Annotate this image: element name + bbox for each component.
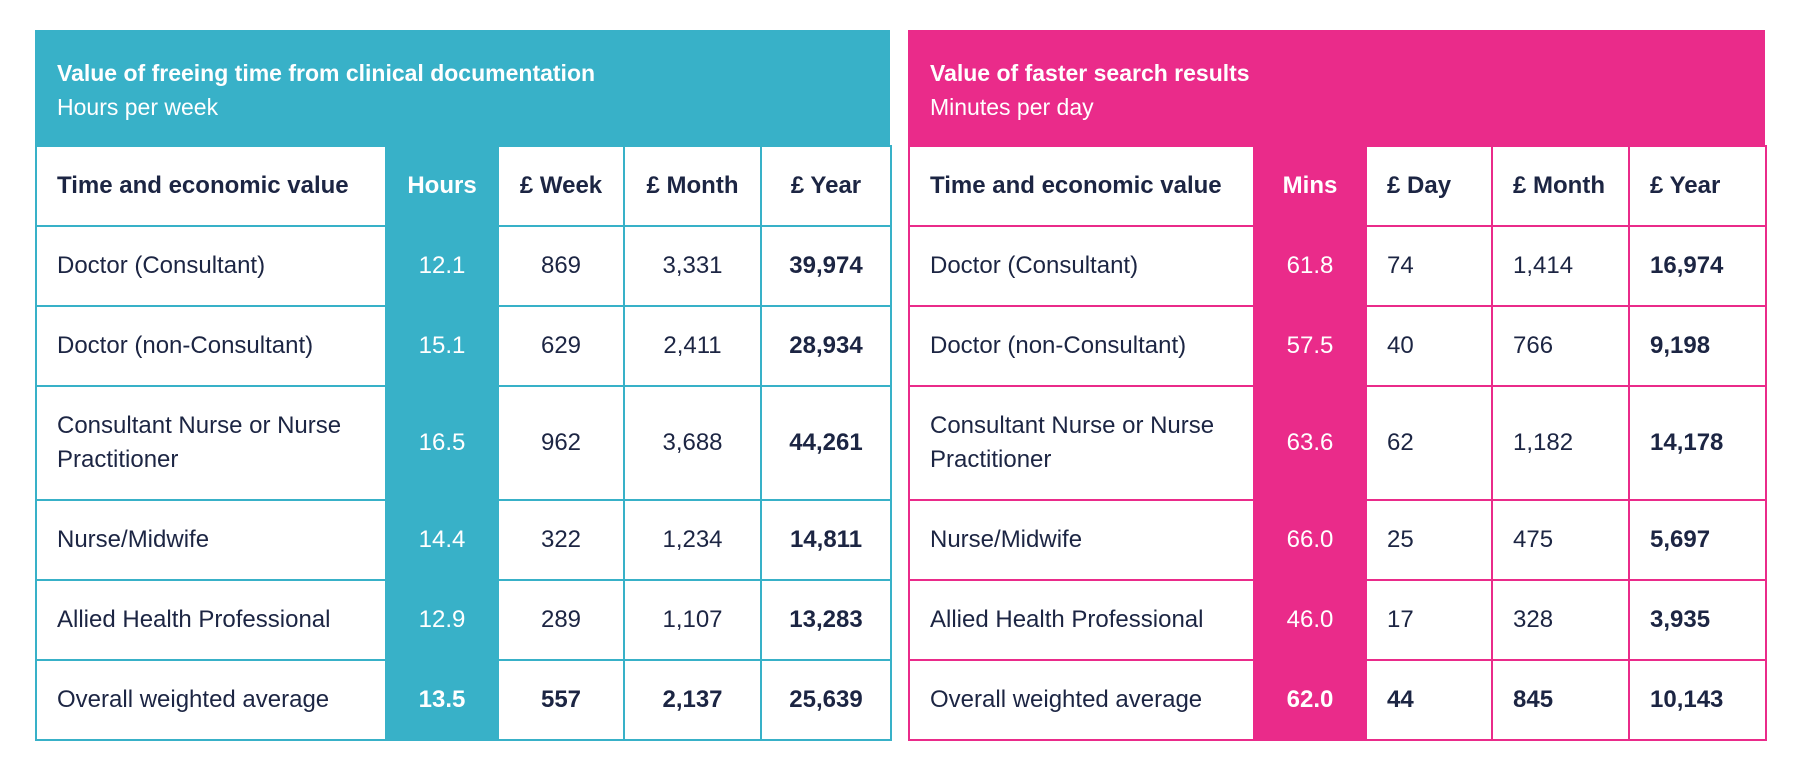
panel-title: Value of freeing time from clinical docu… [57, 60, 596, 86]
documentation-value-table: Time and economic value Hours £ Week £ M… [35, 145, 892, 741]
month-cell: 1,107 [623, 579, 762, 661]
panel-header: Value of freeing time from clinical docu… [35, 30, 890, 145]
column-header: £ Year [1628, 145, 1767, 227]
year-cell: 28,934 [760, 305, 892, 387]
day-cell: 17 [1365, 579, 1493, 661]
column-header: £ Month [623, 145, 762, 227]
month-cell: 475 [1491, 499, 1630, 581]
search-value-table: Time and economic value Mins £ Day £ Mon… [908, 145, 1767, 741]
year-cell: 16,974 [1628, 225, 1767, 307]
table-row-average: Overall weighted average 13.5 557 2,137 … [35, 659, 892, 741]
column-header: £ Month [1491, 145, 1630, 227]
hours-cell: 12.1 [385, 225, 499, 307]
role-cell: Allied Health Professional [908, 579, 1255, 661]
table-row: Doctor (Consultant) 61.8 74 1,414 16,974 [908, 225, 1767, 307]
documentation-value-panel: Value of freeing time from clinical docu… [35, 30, 892, 741]
month-cell: 3,688 [623, 385, 762, 501]
role-cell: Overall weighted average [908, 659, 1255, 741]
hours-cell: 13.5 [385, 659, 499, 741]
column-header: Time and economic value [908, 145, 1255, 227]
mins-cell: 66.0 [1253, 499, 1367, 581]
role-cell: Nurse/Midwife [908, 499, 1255, 581]
year-cell: 14,178 [1628, 385, 1767, 501]
month-cell: 1,234 [623, 499, 762, 581]
month-cell: 766 [1491, 305, 1630, 387]
day-cell: 62 [1365, 385, 1493, 501]
table-row-average: Overall weighted average 62.0 44 845 10,… [908, 659, 1767, 741]
table-row: Allied Health Professional 12.9 289 1,10… [35, 579, 892, 661]
day-cell: 25 [1365, 499, 1493, 581]
table-row: Allied Health Professional 46.0 17 328 3… [908, 579, 1767, 661]
year-cell: 13,283 [760, 579, 892, 661]
panel-header: Value of faster search results Minutes p… [908, 30, 1765, 145]
role-cell: Doctor (Consultant) [35, 225, 387, 307]
week-cell: 557 [497, 659, 625, 741]
role-cell: Nurse/Midwife [35, 499, 387, 581]
table-row: Doctor (Consultant) 12.1 869 3,331 39,97… [35, 225, 892, 307]
month-cell: 3,331 [623, 225, 762, 307]
table-header-row: Time and economic value Hours £ Week £ M… [35, 145, 892, 227]
column-header: £ Year [760, 145, 892, 227]
panel-subtitle: Hours per week [57, 94, 219, 120]
search-value-panel: Value of faster search results Minutes p… [908, 30, 1767, 741]
column-header: Mins [1253, 145, 1367, 227]
week-cell: 322 [497, 499, 625, 581]
column-header: Time and economic value [35, 145, 387, 227]
panel-subtitle: Minutes per day [930, 94, 1094, 120]
column-header: £ Week [497, 145, 625, 227]
mins-cell: 62.0 [1253, 659, 1367, 741]
month-cell: 328 [1491, 579, 1630, 661]
role-cell: Overall weighted average [35, 659, 387, 741]
table-row: Nurse/Midwife 66.0 25 475 5,697 [908, 499, 1767, 581]
year-cell: 44,261 [760, 385, 892, 501]
week-cell: 629 [497, 305, 625, 387]
table-row: Doctor (non-Consultant) 15.1 629 2,411 2… [35, 305, 892, 387]
table-row: Consultant Nurse or Nurse Practitioner 6… [908, 385, 1767, 501]
month-cell: 2,411 [623, 305, 762, 387]
month-cell: 845 [1491, 659, 1630, 741]
month-cell: 2,137 [623, 659, 762, 741]
table-row: Nurse/Midwife 14.4 322 1,234 14,811 [35, 499, 892, 581]
year-cell: 3,935 [1628, 579, 1767, 661]
mins-cell: 63.6 [1253, 385, 1367, 501]
role-cell: Doctor (non-Consultant) [908, 305, 1255, 387]
hours-cell: 14.4 [385, 499, 499, 581]
table-row: Consultant Nurse or Nurse Practitioner 1… [35, 385, 892, 501]
day-cell: 44 [1365, 659, 1493, 741]
year-cell: 39,974 [760, 225, 892, 307]
column-header: Hours [385, 145, 499, 227]
day-cell: 40 [1365, 305, 1493, 387]
month-cell: 1,182 [1491, 385, 1630, 501]
role-cell: Allied Health Professional [35, 579, 387, 661]
month-cell: 1,414 [1491, 225, 1630, 307]
column-header: £ Day [1365, 145, 1493, 227]
table-row: Doctor (non-Consultant) 57.5 40 766 9,19… [908, 305, 1767, 387]
year-cell: 25,639 [760, 659, 892, 741]
table-header-row: Time and economic value Mins £ Day £ Mon… [908, 145, 1767, 227]
role-cell: Doctor (non-Consultant) [35, 305, 387, 387]
mins-cell: 57.5 [1253, 305, 1367, 387]
mins-cell: 46.0 [1253, 579, 1367, 661]
year-cell: 5,697 [1628, 499, 1767, 581]
role-cell: Consultant Nurse or Nurse Practitioner [35, 385, 387, 501]
year-cell: 10,143 [1628, 659, 1767, 741]
day-cell: 74 [1365, 225, 1493, 307]
panel-title: Value of faster search results [930, 60, 1250, 86]
hours-cell: 12.9 [385, 579, 499, 661]
role-cell: Doctor (Consultant) [908, 225, 1255, 307]
mins-cell: 61.8 [1253, 225, 1367, 307]
year-cell: 9,198 [1628, 305, 1767, 387]
week-cell: 962 [497, 385, 625, 501]
week-cell: 289 [497, 579, 625, 661]
hours-cell: 16.5 [385, 385, 499, 501]
hours-cell: 15.1 [385, 305, 499, 387]
week-cell: 869 [497, 225, 625, 307]
role-cell: Consultant Nurse or Nurse Practitioner [908, 385, 1255, 501]
year-cell: 14,811 [760, 499, 892, 581]
